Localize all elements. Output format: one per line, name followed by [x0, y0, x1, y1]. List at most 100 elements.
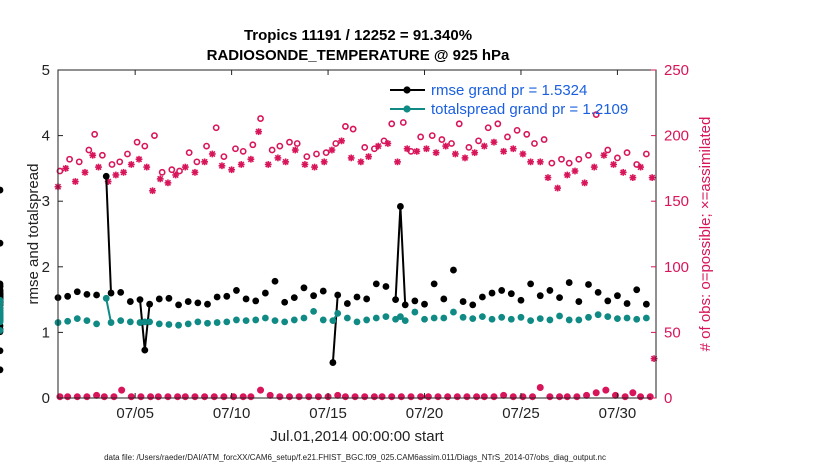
obs-assimilated-stroke — [72, 178, 79, 185]
rmse-point — [0, 366, 4, 374]
totalspread-point — [184, 320, 192, 328]
totalspread-point — [117, 317, 125, 324]
obs-assimilated-point — [164, 179, 172, 187]
obs-assimilated-point — [228, 166, 236, 174]
obs-assimilated-stroke — [620, 169, 627, 176]
rmse-point — [594, 288, 602, 296]
rmse-point — [469, 301, 477, 309]
totalspread-point — [363, 316, 371, 324]
totalspread-point — [450, 308, 457, 316]
totalspread-point — [73, 315, 81, 323]
obs-assimilated-point — [648, 174, 656, 181]
obs-assimilated-stroke — [564, 171, 571, 179]
totalspread-point — [290, 316, 298, 324]
obs-assimilated-point — [423, 145, 430, 153]
obs-count-point — [563, 393, 571, 401]
obs-count-point — [305, 393, 313, 401]
obs-assimilated-point — [527, 158, 535, 166]
totalspread-point — [614, 315, 621, 323]
rmse-point — [397, 203, 404, 210]
obs-assimilated-point — [274, 154, 282, 162]
obs-assimilated-point — [451, 150, 459, 158]
obs-assimilated-point — [301, 161, 309, 168]
obs-assimilated-point — [413, 147, 421, 155]
obs-assimilated-point — [338, 137, 345, 145]
x-tick-label: 07/05 — [116, 405, 154, 422]
rmse-point — [623, 300, 631, 307]
obs-assimilated-point — [600, 151, 608, 159]
obs-possible-point — [592, 111, 600, 119]
obs-assimilated-stroke — [149, 187, 156, 194]
rmse-point — [527, 280, 535, 288]
y2-tick-label: 0 — [664, 390, 672, 407]
rmse-point — [575, 298, 583, 305]
obs-assimilated-stroke — [404, 145, 411, 152]
obs-assimilated-stroke — [120, 169, 127, 176]
obs-assimilated-stroke — [423, 145, 430, 152]
totalspread-point — [223, 318, 231, 326]
totalspread-point — [0, 318, 4, 326]
obs-assimilated-stroke — [81, 169, 89, 176]
obs-possible-point — [249, 141, 257, 149]
obs-count-point — [546, 393, 554, 401]
rmse-point — [155, 295, 163, 303]
obs-count-point — [285, 393, 293, 401]
obs-assimilated-point — [629, 174, 637, 181]
obs-count-point — [463, 393, 471, 401]
rmse-point — [546, 287, 554, 294]
rmse-point — [184, 298, 192, 305]
obs-assimilated-stroke — [218, 162, 226, 169]
totalspread-point — [527, 317, 535, 324]
obs-count-point — [137, 393, 145, 401]
rmse-point — [0, 186, 4, 194]
obs-assimilated-stroke — [591, 163, 598, 171]
chart-title: Tropics 11191 / 12252 = 91.340% — [244, 27, 472, 44]
obs-count-point — [370, 393, 378, 401]
obs-assimilated-stroke — [89, 152, 96, 159]
obs-count-point — [509, 393, 517, 401]
obs-assimilated-point — [89, 151, 97, 159]
totalspread-point — [546, 316, 554, 324]
obs-assimilated-point — [291, 146, 299, 154]
rmse-line-segment — [331, 294, 339, 363]
x-tick-label: 07/30 — [599, 405, 637, 422]
legend-spread-marker — [403, 105, 411, 113]
obs-assimilated-stroke — [255, 128, 262, 135]
y2-tick-label: 200 — [664, 128, 689, 145]
obs-assimilated-stroke — [247, 156, 255, 163]
obs-assimilated-stroke — [384, 140, 391, 147]
totalspread-point — [604, 313, 612, 321]
y-tick-label: 1 — [42, 324, 50, 341]
obs-assimilated-stroke — [112, 171, 119, 179]
rmse-point — [459, 298, 467, 305]
obs-possible-point — [623, 149, 631, 157]
obs-assimilated-stroke — [321, 158, 328, 165]
obs-count-point — [397, 393, 405, 401]
totalspread-point — [64, 317, 72, 325]
obs-count-point — [621, 393, 629, 401]
rmse-point — [0, 347, 4, 355]
obs-count-point — [453, 393, 461, 401]
x-tick-label: 07/10 — [213, 405, 251, 422]
obs-assimilated-stroke — [452, 150, 459, 158]
obs-possible-point — [91, 130, 99, 138]
legend: rmse grand pr = 1.5324 totalspread grand… — [390, 82, 628, 118]
obs-count-point — [556, 393, 564, 401]
totalspread-point — [252, 316, 260, 324]
obs-assimilated-stroke — [228, 166, 235, 173]
rmse-point — [0, 239, 4, 247]
obs-possible-point — [193, 158, 201, 166]
obs-count-point — [239, 393, 247, 401]
obs-possible-point — [313, 150, 320, 158]
obs-assimilated-point — [519, 150, 527, 158]
obs-possible-point — [407, 147, 415, 155]
obs-possible-point — [349, 125, 357, 133]
obs-count-point — [388, 393, 396, 401]
totalspread-point — [517, 313, 525, 321]
obs-count-point — [201, 393, 209, 401]
obs-possible-point — [220, 153, 228, 160]
obs-assimilated-stroke — [571, 167, 579, 175]
obs-assimilated-point — [357, 158, 365, 166]
obs-possible-point — [268, 146, 276, 154]
obs-possible-point — [523, 130, 531, 138]
